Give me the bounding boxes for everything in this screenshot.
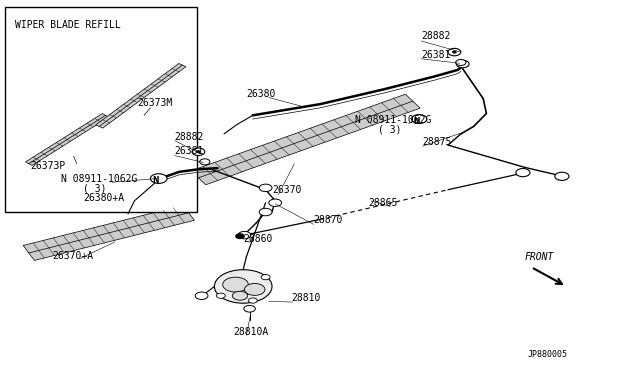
Circle shape	[196, 151, 200, 153]
Circle shape	[259, 208, 272, 216]
Text: 26373M: 26373M	[138, 98, 173, 108]
Text: 26380: 26380	[246, 89, 276, 99]
Text: 26381: 26381	[175, 146, 204, 156]
Circle shape	[244, 283, 265, 295]
Text: WIPER BLADE REFILL: WIPER BLADE REFILL	[15, 20, 120, 30]
Text: N: N	[152, 176, 159, 185]
Circle shape	[452, 51, 456, 53]
Circle shape	[448, 48, 461, 56]
Text: 28860: 28860	[243, 234, 273, 244]
Text: 28870: 28870	[314, 215, 343, 225]
Polygon shape	[23, 205, 195, 260]
Text: JP880005: JP880005	[528, 350, 568, 359]
Text: FRONT: FRONT	[525, 252, 554, 262]
Text: N 08911-1062G: N 08911-1062G	[61, 174, 137, 184]
Text: 26373P: 26373P	[31, 161, 66, 171]
Circle shape	[236, 234, 244, 239]
Text: 26370: 26370	[272, 185, 301, 195]
FancyBboxPatch shape	[5, 7, 197, 212]
Circle shape	[456, 60, 466, 65]
Circle shape	[261, 275, 270, 280]
Circle shape	[555, 172, 569, 180]
Circle shape	[150, 174, 167, 183]
Circle shape	[412, 115, 427, 124]
Text: 26380+A: 26380+A	[83, 193, 124, 203]
Text: ( 3): ( 3)	[378, 124, 401, 134]
Circle shape	[192, 148, 205, 155]
Text: 28875: 28875	[422, 137, 452, 147]
Polygon shape	[26, 113, 109, 166]
Text: 28882: 28882	[421, 31, 451, 41]
Text: 28882: 28882	[175, 131, 204, 141]
Text: ( 3): ( 3)	[83, 183, 107, 193]
Text: 26370+A: 26370+A	[52, 250, 93, 260]
Circle shape	[248, 298, 257, 303]
Circle shape	[456, 60, 469, 68]
Circle shape	[216, 293, 225, 298]
Circle shape	[269, 199, 282, 206]
Text: 28810A: 28810A	[234, 327, 269, 337]
Circle shape	[232, 291, 248, 300]
Circle shape	[259, 184, 272, 192]
Circle shape	[195, 292, 208, 299]
Text: 28810: 28810	[291, 293, 321, 303]
Circle shape	[244, 305, 255, 312]
Polygon shape	[96, 64, 186, 128]
Circle shape	[516, 169, 530, 177]
Circle shape	[223, 277, 248, 292]
Text: 26381: 26381	[421, 49, 451, 60]
Polygon shape	[191, 94, 420, 185]
Text: N 08911-1062G: N 08911-1062G	[355, 115, 431, 125]
Circle shape	[200, 159, 210, 165]
Text: 28865: 28865	[368, 198, 397, 208]
Circle shape	[238, 231, 251, 239]
Text: N: N	[413, 117, 419, 126]
Circle shape	[214, 270, 272, 303]
